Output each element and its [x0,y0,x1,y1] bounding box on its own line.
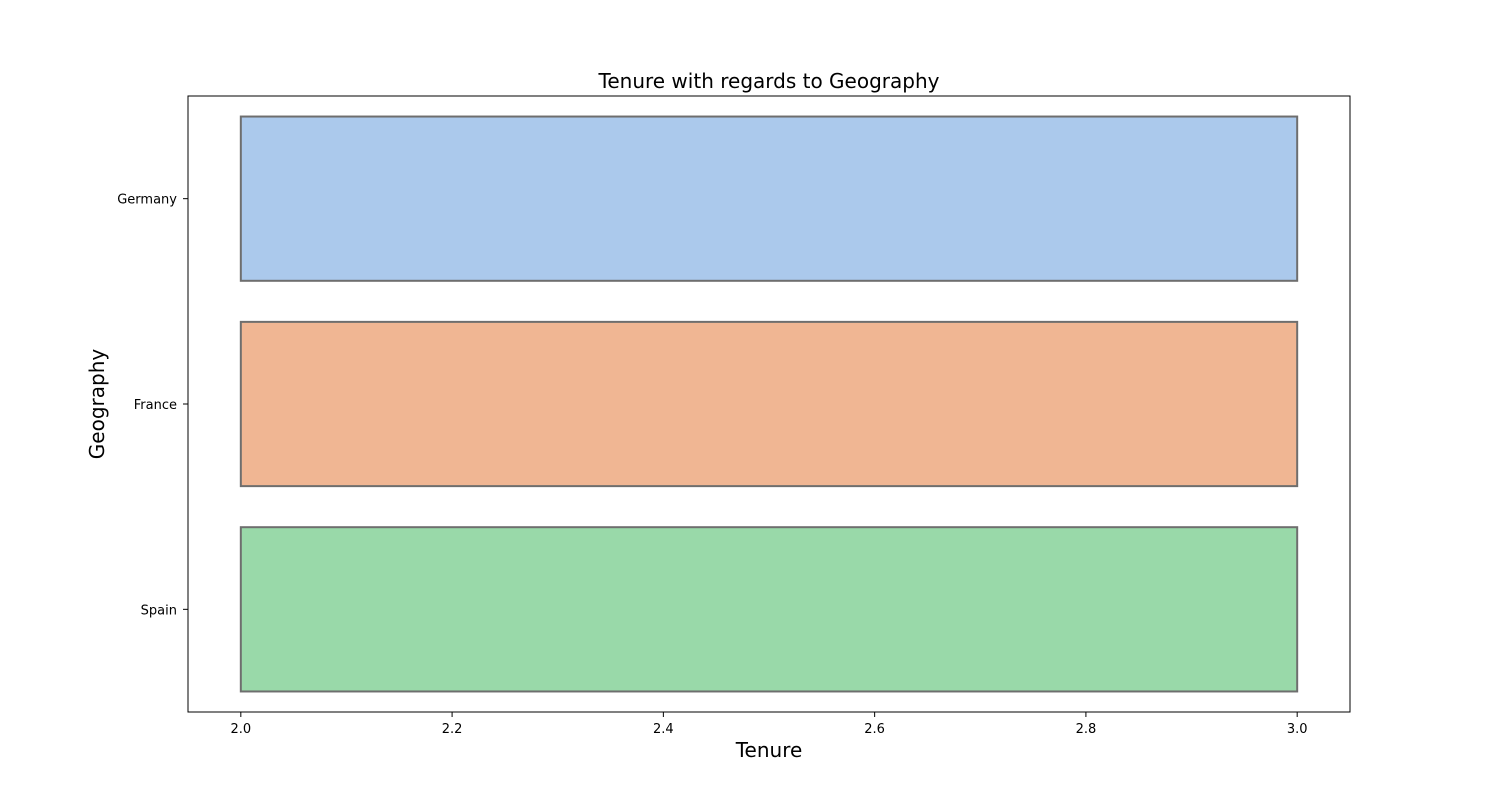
x-tick-label: 3.0 [1287,722,1308,737]
x-tick-label: 2.2 [442,722,463,737]
x-tick-label: 2.8 [1076,722,1097,737]
y-axis-label: Geography [85,349,109,460]
chart-title: Tenure with regards to Geography [598,69,940,93]
box-spain [239,526,1299,693]
boxes-group [239,115,1299,693]
y-axis-ticks: Germany France Spain [117,193,188,618]
x-tick-label: 2.4 [653,722,674,737]
y-tick-label-france: France [134,398,177,413]
x-axis-label: Tenure [735,738,803,762]
y-tick-label-spain: Spain [141,603,177,618]
box-germany [239,115,1299,282]
x-tick-label: 2.6 [864,722,885,737]
x-tick-label: 2.0 [230,722,251,737]
y-tick-label-germany: Germany [117,193,177,208]
box-france [239,320,1299,488]
x-axis-ticks: 2.0 2.2 2.4 2.6 2.8 3.0 [230,712,1308,737]
